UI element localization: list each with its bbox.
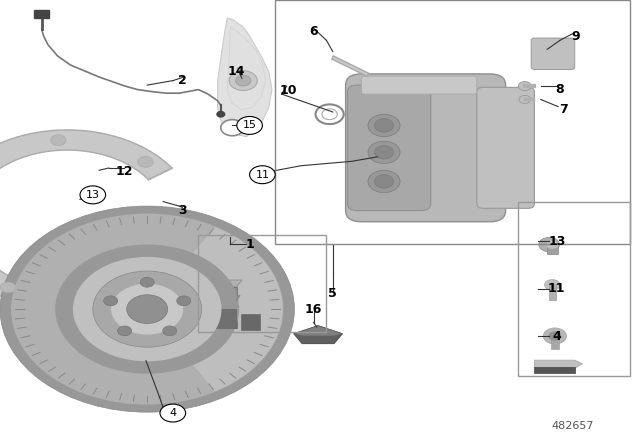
Text: 10: 10 [279, 84, 297, 97]
Circle shape [118, 326, 132, 336]
Circle shape [221, 120, 244, 136]
FancyBboxPatch shape [531, 38, 575, 69]
Circle shape [140, 277, 154, 287]
Circle shape [56, 245, 239, 373]
Bar [198, 235, 326, 332]
Text: 16: 16 [305, 302, 323, 316]
Text: 15: 15 [243, 121, 257, 130]
Circle shape [237, 116, 262, 134]
Bar [549, 284, 556, 300]
Circle shape [368, 170, 400, 193]
Text: 6: 6 [309, 25, 318, 38]
Bar [534, 367, 575, 373]
Polygon shape [240, 289, 261, 330]
Circle shape [316, 104, 344, 124]
Text: 11: 11 [255, 170, 269, 180]
Text: 2: 2 [178, 74, 187, 87]
Circle shape [322, 109, 337, 120]
Polygon shape [218, 18, 272, 137]
Circle shape [543, 328, 566, 344]
Text: 14: 14 [228, 65, 246, 78]
FancyBboxPatch shape [477, 87, 534, 208]
Circle shape [0, 282, 15, 293]
Circle shape [545, 280, 560, 290]
Circle shape [368, 141, 400, 164]
Polygon shape [534, 360, 582, 368]
Text: 12: 12 [116, 164, 134, 178]
Circle shape [374, 146, 394, 159]
Text: 1: 1 [245, 237, 254, 251]
Circle shape [163, 326, 177, 336]
Circle shape [51, 135, 66, 146]
Bar [34, 10, 49, 18]
Circle shape [546, 240, 559, 249]
Text: 13: 13 [548, 234, 566, 248]
Circle shape [74, 258, 221, 361]
Bar [551, 336, 559, 349]
FancyBboxPatch shape [362, 76, 477, 94]
Circle shape [93, 271, 202, 347]
Text: 4: 4 [169, 408, 177, 418]
Circle shape [549, 332, 561, 340]
Text: 5: 5 [328, 287, 337, 300]
Circle shape [374, 119, 394, 132]
Text: 3: 3 [178, 204, 187, 217]
Circle shape [519, 95, 531, 103]
Circle shape [539, 237, 559, 252]
Circle shape [138, 156, 153, 167]
Bar [547, 243, 558, 254]
Circle shape [518, 82, 531, 90]
Polygon shape [212, 287, 237, 328]
Polygon shape [212, 280, 242, 287]
Circle shape [374, 175, 394, 188]
Circle shape [160, 404, 186, 422]
FancyBboxPatch shape [348, 85, 431, 211]
Polygon shape [147, 227, 283, 391]
Polygon shape [241, 314, 260, 330]
Circle shape [177, 296, 191, 306]
Circle shape [112, 284, 182, 334]
Text: 11: 11 [548, 282, 566, 295]
Circle shape [12, 214, 283, 404]
Circle shape [236, 75, 251, 86]
Circle shape [229, 71, 257, 90]
Circle shape [0, 206, 294, 412]
Polygon shape [214, 309, 236, 328]
Bar [275, 0, 630, 244]
Bar [518, 202, 630, 376]
Polygon shape [0, 130, 172, 304]
Circle shape [104, 296, 118, 306]
Text: 9: 9 [572, 30, 580, 43]
FancyBboxPatch shape [346, 74, 506, 222]
Text: 13: 13 [86, 190, 100, 200]
Circle shape [127, 295, 168, 323]
Circle shape [80, 186, 106, 204]
Circle shape [217, 112, 225, 117]
Circle shape [368, 114, 400, 137]
Text: 482657: 482657 [552, 422, 594, 431]
Text: 4: 4 [552, 330, 561, 343]
Polygon shape [294, 326, 342, 336]
Polygon shape [227, 27, 266, 110]
Circle shape [250, 166, 275, 184]
Text: 7: 7 [559, 103, 568, 116]
Polygon shape [294, 326, 342, 344]
Text: 8: 8 [556, 83, 564, 96]
